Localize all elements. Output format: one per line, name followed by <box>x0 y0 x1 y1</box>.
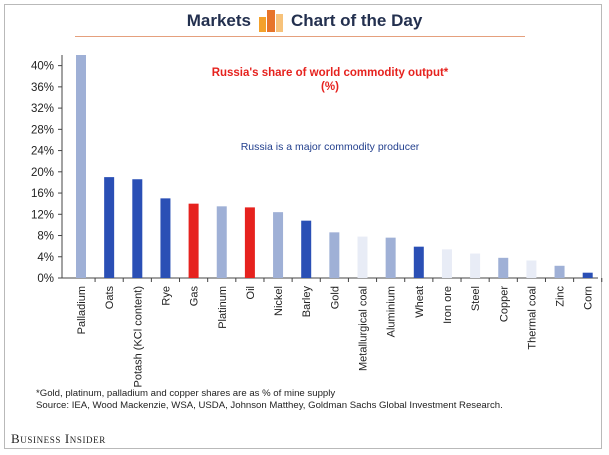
y-tick-label: 4% <box>37 252 54 264</box>
x-tick-label: Aluminium <box>386 286 398 337</box>
bar <box>160 198 171 278</box>
bar <box>244 207 255 278</box>
footnote-source: Source: IEA, Wood Mackenzie, WSA, USDA, … <box>36 399 503 411</box>
bar <box>582 272 593 278</box>
x-tick-label: Nickel <box>273 286 285 316</box>
business-insider-logo: Business Insider <box>11 431 106 446</box>
bar <box>329 232 340 278</box>
header-markets-label: Markets <box>186 11 251 30</box>
bar <box>273 212 284 278</box>
bar <box>413 246 424 278</box>
chart-title: Russia's share of world commodity output… <box>160 66 500 94</box>
footnote-note: *Gold, platinum, palladium and copper sh… <box>36 388 336 399</box>
x-tick-label: Palladium <box>76 286 88 334</box>
x-tick-label: Gas <box>189 286 201 307</box>
x-tick-label: Oil <box>245 286 257 299</box>
bar <box>301 220 312 278</box>
x-tick-label: Steel <box>470 286 482 311</box>
y-tick-label: 32% <box>31 103 54 115</box>
footnote: *Gold, platinum, palladium and copper sh… <box>36 388 556 411</box>
header: Markets Chart of the Day <box>0 6 609 36</box>
chart-subtitle: (%) <box>321 81 339 93</box>
x-tick-label: Corn <box>583 286 595 310</box>
bar <box>216 206 227 278</box>
x-tick-label: Copper <box>498 286 510 322</box>
header-divider <box>75 36 525 37</box>
bar <box>498 257 509 278</box>
bar <box>188 203 199 278</box>
x-tick-label: Gold <box>329 286 341 309</box>
x-tick-label: Metallurgical coal <box>358 286 370 371</box>
y-tick-label: 20% <box>31 167 54 179</box>
bar <box>526 260 537 278</box>
chart-title-text: Russia's share of world commodity output… <box>211 67 449 79</box>
x-tick-label: Rye <box>160 286 172 306</box>
bar <box>470 253 481 278</box>
x-tick-label: Wheat <box>414 286 426 318</box>
x-tick-label: Iron ore <box>442 286 454 324</box>
x-tick-label: Thermal coal <box>526 286 538 350</box>
x-tick-label: Oats <box>104 286 116 310</box>
bar <box>554 265 565 278</box>
chart-annotation: Russia is a major commodity producer <box>240 141 420 153</box>
bar <box>104 177 115 278</box>
bar <box>357 236 368 278</box>
x-tick-label: Zinc <box>555 286 567 307</box>
bar <box>385 237 396 278</box>
y-tick-label: 0% <box>37 273 54 285</box>
y-tick-label: 8% <box>37 231 54 243</box>
x-tick-label: Platinum <box>217 286 229 329</box>
y-tick-label: 28% <box>31 124 54 136</box>
y-tick-label: 12% <box>31 209 54 221</box>
chart-frame <box>4 4 602 449</box>
bar <box>132 179 143 278</box>
header-chart-of-the-day-label: Chart of the Day <box>290 11 423 30</box>
bar <box>76 55 86 278</box>
y-tick-label: 24% <box>31 146 54 158</box>
x-tick-label: Barley <box>301 286 313 318</box>
bar <box>441 249 452 278</box>
chart-of-the-day-icon <box>258 10 283 32</box>
y-tick-label: 36% <box>31 82 54 94</box>
x-tick-label: Potash (KCl content) <box>132 286 144 388</box>
y-tick-label: 40% <box>31 61 54 73</box>
y-tick-label: 16% <box>31 188 54 200</box>
